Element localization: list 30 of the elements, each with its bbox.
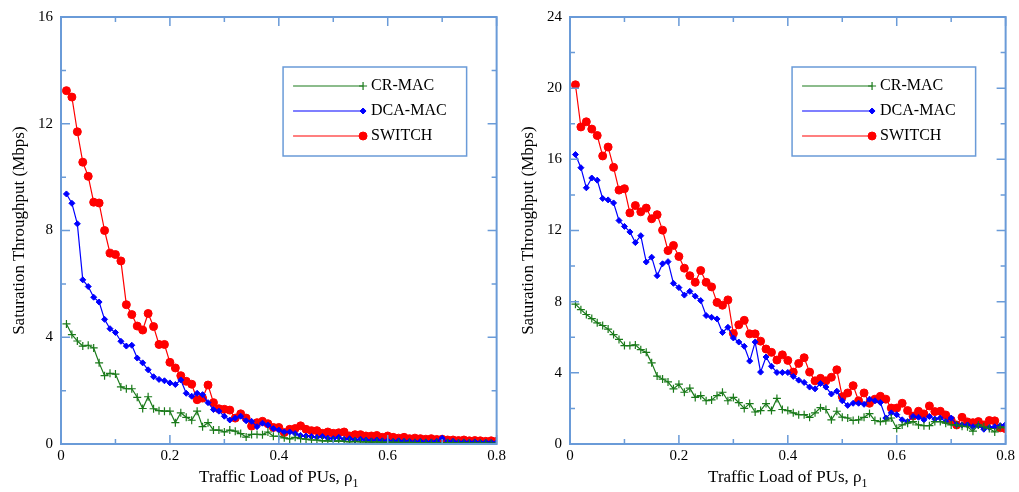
y-tick-label: 0 [45,434,53,451]
legend-label: DCA-MAC [880,101,956,119]
x-tick-label: 0 [57,446,65,463]
x-tick-label: 0.6 [887,446,907,463]
y-tick-label: 16 [38,7,54,24]
y-tick-label: 4 [554,363,563,380]
legend-label: SWITCH [880,126,942,144]
legend-label: CR-MAC [371,76,435,94]
y-tick-label: 16 [547,150,563,167]
x-tick-label: 0.2 [669,446,689,463]
y-tick-label: 8 [45,221,53,238]
y-tick-label: 24 [547,7,563,24]
y-axis-title: Saturation Throughput (Mbps) [9,126,28,335]
legend-label: CR-MAC [880,76,944,94]
legend-label: SWITCH [371,126,433,144]
y-tick-label: 20 [547,79,562,96]
y-tick-label: 12 [547,221,562,238]
x-tick-label: 0.4 [778,446,798,463]
y-axis-title: Saturation Throughput (Mbps) [518,126,537,335]
y-tick-label: 0 [554,434,562,451]
x-tick-label: 0.4 [269,446,289,463]
x-tick-label: 0.8 [487,446,506,463]
y-tick-label: 4 [45,328,54,345]
legend-label: DCA-MAC [371,101,447,119]
x-tick-label: 0.2 [160,446,180,463]
y-tick-label: 8 [554,292,562,309]
y-tick-label: 12 [38,114,53,131]
x-tick-label: 0 [566,446,574,463]
x-tick-label: 0.6 [378,446,398,463]
x-tick-label: 0.8 [996,446,1015,463]
